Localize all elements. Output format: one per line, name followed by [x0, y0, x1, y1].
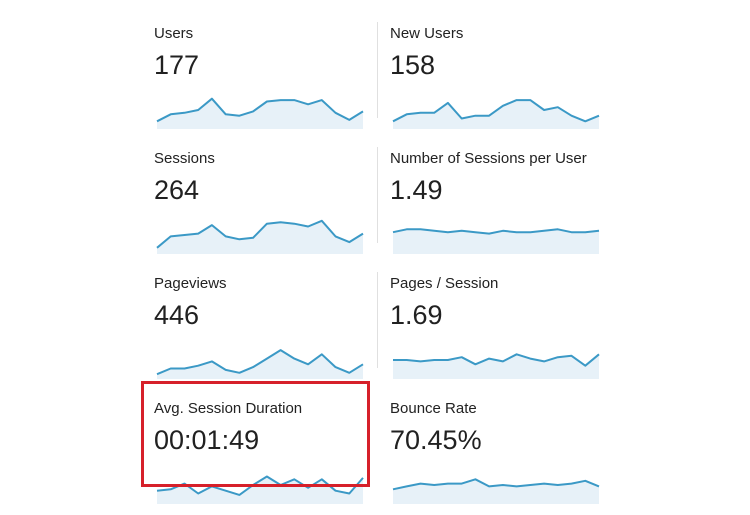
metric-pageviews[interactable]: Pageviews 446 — [154, 275, 364, 379]
sparkline-area — [393, 354, 599, 379]
sparkline-chart — [392, 228, 600, 254]
metric-label: Sessions — [154, 150, 215, 167]
sparkline-area — [393, 479, 599, 504]
sparkline-line — [156, 219, 364, 249]
metric-value: 00:01:49 — [154, 425, 260, 455]
metric-new-users[interactable]: New Users 158 — [390, 25, 600, 129]
sparkline-line — [392, 228, 600, 235]
metric-label: Bounce Rate — [390, 400, 477, 417]
metric-sessions-per-user[interactable]: Number of Sessions per User 1.49 — [390, 150, 600, 254]
sparkline-line — [393, 353, 600, 367]
metric-sessions[interactable]: Sessions 264 — [154, 150, 364, 254]
column-divider — [377, 147, 378, 243]
column-divider — [377, 272, 378, 368]
sparkline-area — [393, 100, 599, 129]
metric-value: 264 — [154, 175, 200, 205]
metric-bounce-rate[interactable]: Bounce Rate 70.45% — [390, 400, 600, 504]
metric-label: New Users — [390, 25, 464, 42]
sparkline-chart — [156, 219, 364, 254]
sparkline-area — [157, 98, 363, 129]
sparkline-line — [156, 349, 364, 376]
sparkline-area — [157, 476, 363, 504]
metric-label: Users — [154, 25, 194, 42]
metric-users[interactable]: Users 177 — [154, 25, 364, 129]
metric-label: Avg. Session Duration — [154, 400, 303, 417]
metric-value: 1.69 — [390, 300, 443, 330]
sparkline-chart — [156, 349, 364, 379]
metric-pages-per-session[interactable]: Pages / Session 1.69 — [390, 275, 600, 379]
sparkline-chart — [393, 353, 600, 379]
metric-value: 446 — [154, 300, 200, 330]
metric-value: 70.45% — [390, 425, 482, 455]
metric-value: 177 — [154, 50, 200, 80]
metric-label: Pages / Session — [390, 275, 499, 292]
column-divider — [377, 22, 378, 118]
sparkline-line — [156, 97, 364, 123]
sparkline-area — [157, 350, 363, 379]
metric-label: Pageviews — [154, 275, 227, 292]
sparkline-area — [393, 229, 599, 254]
metric-label: Number of Sessions per User — [390, 150, 587, 167]
highlight-box — [141, 381, 370, 487]
sparkline-line — [392, 478, 600, 491]
sparkline-chart — [392, 478, 600, 504]
sparkline-chart — [392, 99, 600, 129]
metric-value: 1.49 — [390, 175, 443, 205]
sparkline-area — [157, 220, 363, 254]
sparkline-chart — [156, 97, 364, 129]
metric-value: 158 — [390, 50, 436, 80]
sparkline-line — [392, 99, 600, 123]
